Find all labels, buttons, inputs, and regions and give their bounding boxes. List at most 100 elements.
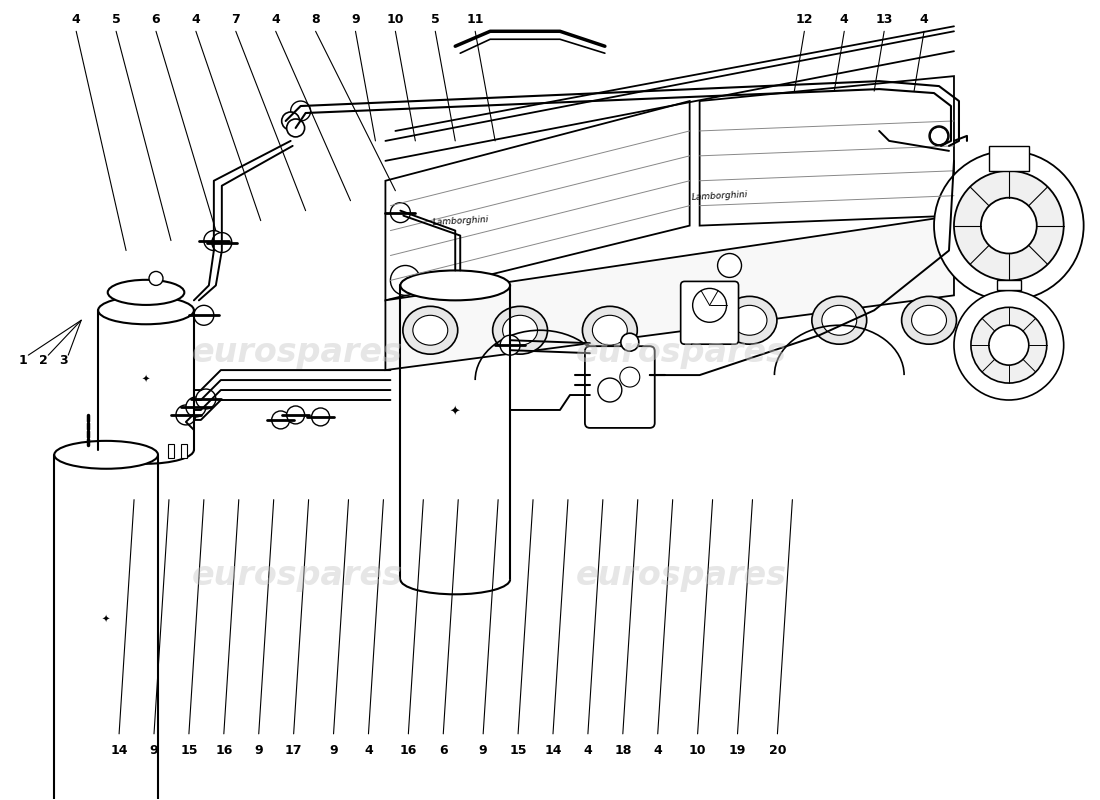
FancyBboxPatch shape <box>585 346 654 428</box>
Text: ✦: ✦ <box>450 406 461 419</box>
Text: 4: 4 <box>272 14 280 26</box>
Text: 7: 7 <box>231 14 240 26</box>
Bar <box>180 444 187 458</box>
Text: 4: 4 <box>72 14 80 26</box>
Text: 20: 20 <box>769 744 786 757</box>
Text: 6: 6 <box>439 744 448 757</box>
Text: 4: 4 <box>191 14 200 26</box>
Circle shape <box>930 126 949 146</box>
Bar <box>989 146 1028 170</box>
Text: 5: 5 <box>112 14 121 26</box>
Text: 4: 4 <box>920 14 928 26</box>
Ellipse shape <box>582 306 637 354</box>
Text: 9: 9 <box>329 744 338 757</box>
Circle shape <box>176 405 196 425</box>
Ellipse shape <box>722 296 777 344</box>
FancyBboxPatch shape <box>681 282 738 344</box>
Ellipse shape <box>54 441 158 469</box>
Text: 5: 5 <box>431 14 440 26</box>
Ellipse shape <box>403 306 458 354</box>
Text: 4: 4 <box>583 744 592 757</box>
Polygon shape <box>700 76 954 226</box>
Ellipse shape <box>812 296 867 344</box>
Circle shape <box>717 254 741 278</box>
Text: eurospares: eurospares <box>576 559 788 592</box>
Text: ✦: ✦ <box>102 614 110 624</box>
Circle shape <box>971 307 1047 383</box>
Circle shape <box>194 306 213 326</box>
Text: 12: 12 <box>795 14 813 26</box>
Polygon shape <box>385 101 690 300</box>
Circle shape <box>204 230 223 250</box>
Ellipse shape <box>902 296 957 344</box>
Text: 9: 9 <box>150 744 158 757</box>
Text: Lamborghini: Lamborghini <box>691 190 748 202</box>
Circle shape <box>186 397 206 417</box>
Text: 13: 13 <box>876 14 893 26</box>
Circle shape <box>390 266 420 295</box>
Circle shape <box>693 288 727 322</box>
Text: 15: 15 <box>509 744 527 757</box>
Text: 9: 9 <box>254 744 263 757</box>
Circle shape <box>954 290 1064 400</box>
Bar <box>168 444 174 458</box>
Circle shape <box>989 326 1028 365</box>
Circle shape <box>598 378 622 402</box>
Text: 16: 16 <box>216 744 232 757</box>
Text: 4: 4 <box>653 744 662 757</box>
Circle shape <box>981 198 1037 254</box>
Circle shape <box>290 101 310 121</box>
Ellipse shape <box>732 306 767 335</box>
Text: eurospares: eurospares <box>576 336 788 369</box>
Ellipse shape <box>400 270 510 300</box>
Text: 1: 1 <box>19 354 28 366</box>
Circle shape <box>500 335 520 355</box>
Text: 18: 18 <box>614 744 631 757</box>
Text: 9: 9 <box>351 14 360 26</box>
Text: ✦: ✦ <box>142 375 150 385</box>
Text: 10: 10 <box>689 744 706 757</box>
Text: 17: 17 <box>285 744 303 757</box>
Bar <box>118 444 124 458</box>
Text: eurospares: eurospares <box>192 336 403 369</box>
Circle shape <box>272 411 289 429</box>
Circle shape <box>934 151 1084 300</box>
Text: 4: 4 <box>364 744 373 757</box>
Circle shape <box>311 408 330 426</box>
Bar <box>106 444 111 458</box>
Ellipse shape <box>593 315 627 345</box>
Ellipse shape <box>108 280 185 305</box>
Ellipse shape <box>503 315 538 345</box>
Text: 15: 15 <box>180 744 198 757</box>
Ellipse shape <box>98 296 194 324</box>
Circle shape <box>148 271 163 286</box>
Bar <box>997 281 1021 290</box>
Text: 3: 3 <box>59 354 67 366</box>
Text: 16: 16 <box>399 744 417 757</box>
Text: 11: 11 <box>466 14 484 26</box>
Circle shape <box>287 406 305 424</box>
Polygon shape <box>385 216 954 370</box>
Text: 8: 8 <box>311 14 320 26</box>
Text: 2: 2 <box>39 354 47 366</box>
Ellipse shape <box>412 315 448 345</box>
Circle shape <box>620 334 639 351</box>
Circle shape <box>930 127 948 145</box>
Ellipse shape <box>912 306 946 335</box>
Text: 14: 14 <box>544 744 562 757</box>
Circle shape <box>287 119 305 137</box>
Text: Lamborghini: Lamborghini <box>432 214 488 226</box>
Text: 6: 6 <box>152 14 161 26</box>
Text: 14: 14 <box>110 744 128 757</box>
Text: eurospares: eurospares <box>192 559 403 592</box>
Text: 10: 10 <box>386 14 404 26</box>
Circle shape <box>619 367 640 387</box>
Text: 19: 19 <box>729 744 746 757</box>
Ellipse shape <box>822 306 857 335</box>
Circle shape <box>212 233 232 253</box>
Circle shape <box>196 389 216 409</box>
Circle shape <box>282 112 299 130</box>
Text: 9: 9 <box>478 744 487 757</box>
Circle shape <box>954 170 1064 281</box>
Circle shape <box>390 202 410 222</box>
